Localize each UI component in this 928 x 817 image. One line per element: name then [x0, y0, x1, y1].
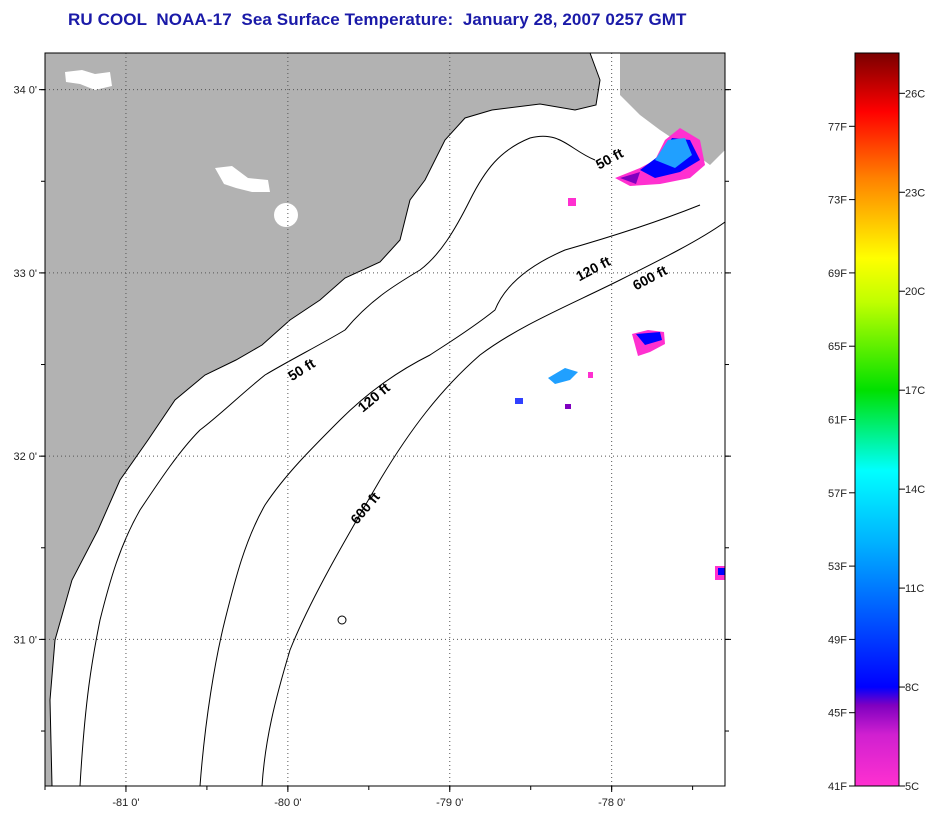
colorbar-f-label: 65F [828, 341, 847, 353]
coastline [49, 53, 601, 786]
colorbar [854, 52, 900, 787]
lon-tick-label: -78 0' [598, 797, 625, 809]
sst-patch-offshore-1 [632, 330, 665, 356]
land-region [45, 53, 600, 786]
colorbar-f-label: 57F [828, 488, 847, 500]
lat-tick-label: 32 0' [13, 451, 37, 463]
colorbar-f-label: 49F [828, 634, 847, 646]
lon-tick-label: -80 0' [274, 797, 301, 809]
colorbar-c-label: 5C [905, 781, 919, 793]
colorbar-c-label: 8C [905, 682, 919, 694]
lat-tick-label: 33 0' [13, 268, 37, 280]
colorbar-f-label: 61F [828, 415, 847, 427]
lake-marion [215, 166, 270, 192]
lat-tick-label: 31 0' [13, 634, 37, 646]
contour-label: 120 ft [573, 253, 613, 284]
colorbar-f-label: 41F [828, 781, 847, 793]
colorbar-c-label: 23C [905, 187, 925, 199]
contour-seamount [337, 615, 347, 625]
contour-50ft [79, 135, 596, 786]
sst-patch-cape-fear [615, 128, 705, 186]
contour-label: 600 ft [347, 489, 383, 528]
colorbar-f-label: 45F [828, 708, 847, 720]
colorbar-f-label: 53F [828, 561, 847, 573]
lake-moultrie [274, 203, 298, 227]
contour-label: 50 ft [285, 355, 318, 384]
contour-label: 120 ft [355, 379, 394, 415]
colorbar-f-label: 69F [828, 268, 847, 280]
sst-patch-small-1 [568, 198, 576, 206]
colorbar-f-label: 73F [828, 195, 847, 207]
contour-600ft [261, 221, 725, 786]
colorbar-c-label: 26C [905, 88, 925, 100]
lon-tick-label: -79 0' [436, 797, 463, 809]
colorbar-f-label: 77F [828, 121, 847, 133]
contour-label: 600 ft [630, 262, 670, 293]
colorbar-c-label: 11C [905, 583, 924, 595]
contour-label: 50 ft [593, 145, 626, 173]
lake-inland [65, 70, 112, 90]
lat-tick-label: 34 0' [13, 85, 37, 97]
sst-patch-offshore-2 [515, 368, 593, 409]
map-title: RU COOL NOAA-17 Sea Surface Temperature:… [68, 10, 687, 29]
map-frame [44, 52, 726, 787]
lon-tick-label: -81 0' [112, 797, 139, 809]
cape-fear-land [620, 53, 725, 165]
sst-patch-southeast [715, 566, 725, 580]
colorbar-c-label: 17C [905, 385, 925, 397]
colorbar-c-label: 14C [905, 484, 925, 496]
colorbar-c-label: 20C [905, 286, 925, 298]
contour-120ft [199, 204, 701, 786]
